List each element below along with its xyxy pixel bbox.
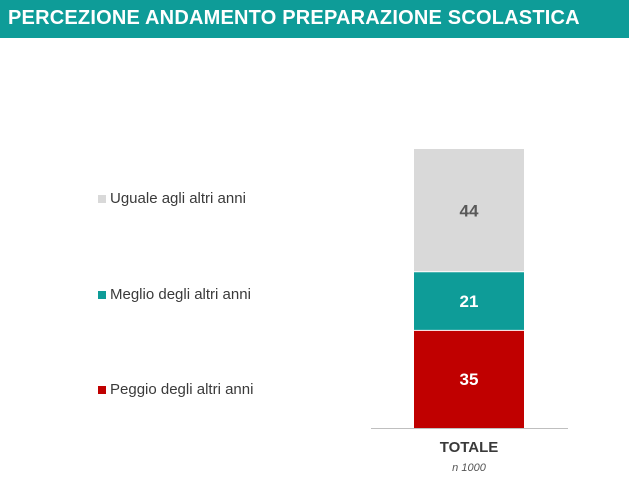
legend-label-uguale: Uguale agli altri anni [110,190,246,207]
sample-size-label: n 1000 [452,462,486,474]
legend-item-meglio: Meglio degli altri anni [98,286,251,303]
legend-label-meglio: Meglio degli altri anni [110,286,251,303]
bar-segment-uguale [414,149,524,272]
legend-swatch-meglio [98,290,106,299]
legend-swatch-peggio [98,385,106,394]
category-label: TOTALE [439,439,499,456]
title-bar: PERCEZIONE ANDAMENTO PREPARAZIONE SCOLAS… [0,0,629,38]
legend-label-peggio: Peggio degli altri anni [110,381,254,398]
legend-item-peggio: Peggio degli altri anni [98,381,253,398]
data-label-uguale: 44 [460,201,479,220]
page-title: PERCEZIONE ANDAMENTO PREPARAZIONE SCOLAS… [8,7,580,29]
bar-segment-meglio [414,271,524,331]
data-label-meglio: 21 [460,292,479,311]
legend-item-uguale: Uguale agli altri anni [98,190,246,207]
legend-swatch-uguale [98,194,106,203]
bar-segment-peggio [414,330,524,428]
data-label-peggio: 35 [460,370,479,389]
